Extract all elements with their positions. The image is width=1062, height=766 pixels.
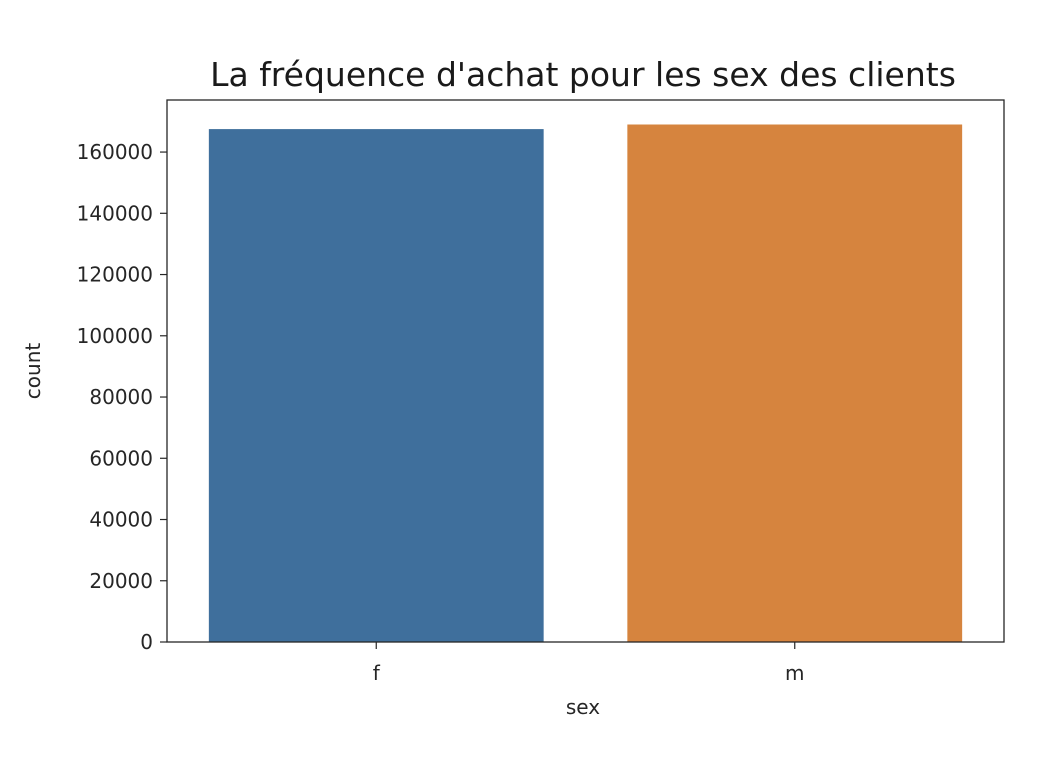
y-tick-label: 80000	[89, 385, 153, 409]
x-tick-label: m	[785, 661, 804, 685]
y-tick-label: 0	[140, 630, 153, 654]
plot-frame	[166, 99, 1005, 643]
x-tick-label: f	[373, 661, 381, 685]
y-tick-label: 120000	[77, 263, 153, 287]
chart-title: La fréquence d'achat pour les sex des cl…	[210, 55, 956, 94]
y-tick-label: 20000	[89, 569, 153, 593]
bar-f	[208, 129, 544, 642]
y-tick-label: 100000	[77, 324, 153, 348]
y-tick-label: 40000	[89, 508, 153, 532]
bar-m	[627, 124, 963, 642]
bars-layer	[208, 124, 963, 642]
x-axis-label: sex	[566, 695, 600, 719]
y-axis-label: count	[21, 343, 45, 400]
y-tick-label: 140000	[77, 201, 153, 225]
y-axis-ticks: 0 20000 40000 60000 80000 100000 120000 140000 1…	[77, 140, 167, 654]
y-tick-label: 60000	[89, 446, 153, 470]
y-tick-label: 160000	[77, 140, 153, 164]
